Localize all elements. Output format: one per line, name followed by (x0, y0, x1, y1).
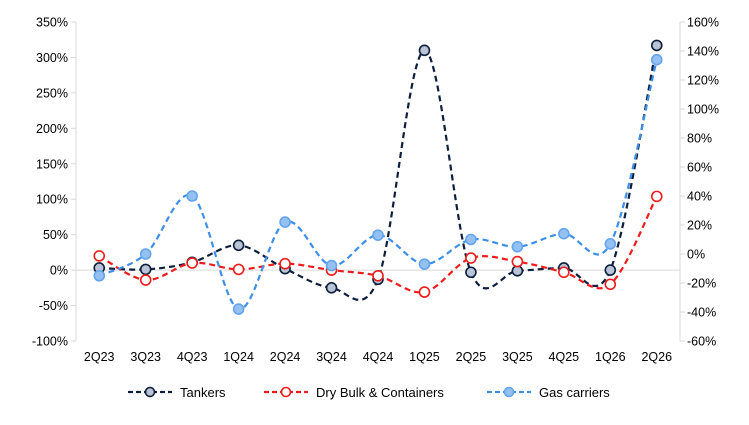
right-tick-label: 100% (687, 103, 719, 117)
data-point-dry-bulk-containers (139, 274, 152, 286)
x-tick-label: 2Q26 (641, 350, 672, 364)
x-tick-label: 3Q23 (130, 350, 161, 364)
data-point-gas-carriers (279, 216, 291, 228)
data-point-tankers (650, 39, 663, 52)
legend-label-tankers: Tankers (180, 385, 226, 400)
x-tick-label: 1Q25 (409, 350, 440, 364)
left-tick-label: 50% (43, 228, 68, 242)
data-point-dry-bulk-containers (372, 269, 384, 282)
data-point-dry-bulk-containers (465, 252, 477, 264)
x-tick-label: 2Q24 (270, 350, 301, 364)
data-point-tankers (418, 44, 431, 57)
legend-label-dry-bulk-containers: Dry Bulk & Containers (316, 385, 444, 400)
right-tick-label: 60% (687, 161, 712, 175)
left-tick-label: 300% (36, 51, 68, 65)
legend: Tankers Dry Bulk & Containers Gas carriers (128, 385, 610, 400)
data-point-gas-carriers (325, 259, 338, 272)
data-point-tankers (232, 239, 245, 252)
right-tick-label: -60% (687, 335, 716, 349)
right-tick-label: 140% (687, 45, 719, 59)
right-tick-label: 40% (687, 190, 712, 204)
x-tick-label: 2Q23 (84, 350, 115, 364)
series-markers (93, 39, 663, 315)
data-point-tankers (325, 282, 338, 294)
data-point-dry-bulk-containers (558, 266, 570, 279)
data-point-dry-bulk-containers (604, 278, 617, 291)
left-tick-label: 350% (36, 16, 68, 30)
data-point-gas-carriers (604, 238, 617, 250)
right-tick-label: -20% (687, 277, 716, 291)
right-tick-label: 0% (687, 248, 705, 262)
x-tick-label: 1Q26 (595, 350, 626, 364)
legend-label-gas-carriers: Gas carriers (539, 385, 610, 400)
data-point-gas-carriers (372, 229, 384, 241)
data-point-dry-bulk-containers (232, 263, 245, 276)
x-tick-label: 4Q25 (549, 350, 580, 364)
left-tick-label: 250% (36, 86, 68, 100)
data-point-dry-bulk-containers (93, 250, 106, 262)
right-tick-label: 20% (687, 219, 712, 233)
series-line-tankers (99, 45, 658, 301)
data-point-dry-bulk-containers (650, 190, 663, 203)
data-point-gas-carriers (93, 269, 106, 282)
data-point-gas-carriers (186, 190, 198, 202)
data-point-gas-carriers (139, 248, 152, 260)
left-tick-label: 150% (36, 157, 68, 171)
legend-marker-dry-bulk-containers (280, 386, 292, 398)
left-tick-label: 200% (36, 122, 68, 136)
x-tick-label: 1Q24 (223, 350, 254, 364)
x-tick-label: 3Q24 (316, 350, 347, 364)
x-tick-label: 4Q23 (177, 350, 208, 364)
data-point-tankers (604, 264, 617, 276)
right-tick-label: 120% (687, 74, 719, 88)
data-point-dry-bulk-containers (279, 257, 291, 270)
legend-marker-gas-carriers (503, 386, 515, 398)
x-axis-ticks: 2Q23 3Q23 4Q23 1Q24 2Q24 3Q24 4Q24 1Q25 2Q25 3Q25… (84, 350, 672, 364)
left-tick-label: -50% (39, 299, 68, 313)
data-point-gas-carriers (650, 53, 663, 66)
data-point-gas-carriers (418, 258, 431, 270)
right-tick-label: -40% (687, 306, 716, 320)
x-tick-label: 3Q25 (502, 350, 533, 364)
data-point-dry-bulk-containers (511, 255, 524, 268)
left-tick-label: -100% (32, 335, 68, 349)
x-tick-label: 4Q24 (363, 350, 394, 364)
data-point-gas-carriers (511, 240, 524, 253)
data-point-gas-carriers (465, 233, 477, 246)
legend-marker-tankers (144, 386, 156, 398)
data-point-gas-carriers (232, 303, 245, 315)
data-point-tankers (139, 263, 152, 276)
data-point-tankers (465, 266, 477, 279)
left-tick-label: 100% (36, 193, 68, 207)
axes (75, 22, 681, 341)
right-axis-ticks: -60% -40% -20% 0% 20% 40% 60% 80% 100% 120% 140% 16… (680, 16, 719, 349)
x-tick-label: 2Q25 (456, 350, 487, 364)
right-tick-label: 80% (687, 132, 712, 146)
data-point-gas-carriers (558, 227, 570, 240)
left-tick-label: 0% (50, 264, 68, 278)
left-axis-ticks: -100% -50% 0% 50% 100% 150% 200% 250% 300% 350% (32, 16, 76, 349)
right-tick-label: 160% (687, 16, 719, 30)
data-point-dry-bulk-containers (418, 286, 431, 298)
data-point-dry-bulk-containers (186, 257, 198, 269)
